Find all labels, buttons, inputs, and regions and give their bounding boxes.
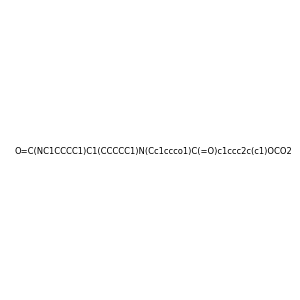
Text: O=C(NC1CCCC1)C1(CCCCC1)N(Cc1ccco1)C(=O)c1ccc2c(c1)OCO2: O=C(NC1CCCC1)C1(CCCCC1)N(Cc1ccco1)C(=O)c… [15, 147, 292, 156]
